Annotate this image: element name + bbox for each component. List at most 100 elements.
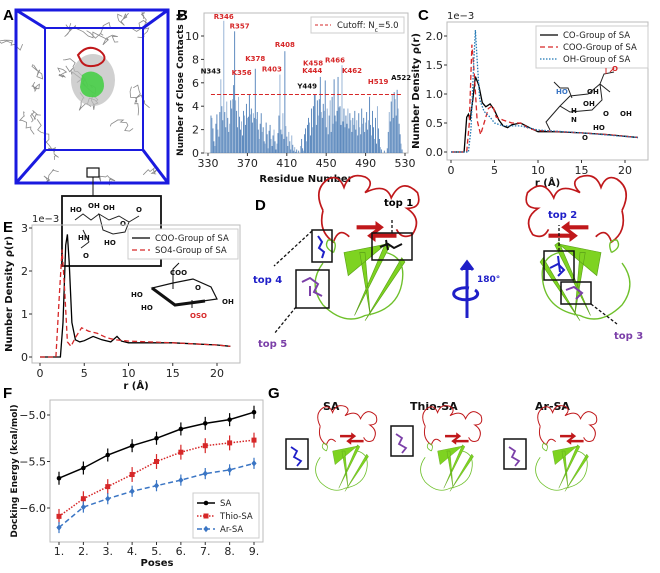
bar (328, 115, 330, 153)
y-tick-label: 1.5 (426, 59, 444, 72)
protein-in-box (71, 46, 115, 106)
ligand-poses (301, 235, 584, 300)
bar (313, 94, 315, 153)
chem-label: OSO (190, 312, 207, 320)
bar (373, 127, 374, 153)
bar (226, 101, 228, 153)
bar (279, 74, 281, 153)
bar (244, 124, 246, 153)
chem-label: OH (583, 100, 595, 108)
pose-box (285, 438, 309, 470)
bar (210, 115, 212, 153)
legend-label: CO-Group of SA (563, 31, 630, 41)
bar (329, 100, 331, 153)
series-line-2 (451, 44, 639, 153)
y-tick-label: 10 (185, 30, 199, 43)
bar (237, 127, 239, 153)
bar (364, 131, 366, 153)
polymer-chain (18, 111, 35, 135)
label-top-1: top 1 (384, 198, 413, 209)
polymer-chain (30, 110, 41, 123)
chem-label: HO (70, 206, 82, 214)
bar (270, 138, 272, 153)
bar (335, 121, 337, 153)
bar (307, 124, 308, 153)
bar (227, 117, 229, 153)
marker-square (154, 459, 159, 464)
x-tick-label: 7. (200, 545, 211, 558)
y-tick-label: 1.0 (426, 88, 444, 101)
bar (289, 141, 291, 153)
bar (317, 115, 319, 153)
marker-square (129, 472, 135, 478)
bar (245, 103, 247, 153)
x-tick-label: 410 (276, 157, 297, 170)
bar (374, 138, 375, 153)
legend-label: Thio-SA (219, 512, 253, 522)
x-tick-label: 1. (54, 545, 65, 558)
bar (398, 123, 400, 153)
marker-diamond (251, 460, 257, 467)
bar (269, 124, 271, 153)
marker-diamond (105, 495, 111, 502)
residue-annotation: R357 (230, 22, 250, 30)
chem-label: COO (170, 269, 187, 277)
y-tick-label: 0.5 (426, 117, 444, 130)
bar (322, 103, 324, 153)
panel-label-a: A (3, 7, 14, 24)
bar (276, 143, 278, 153)
y-tick-label: 3 (21, 222, 28, 235)
protein-coil-green (535, 443, 588, 491)
legend-text-part: Cutoff: N (337, 21, 375, 31)
legend-label: Ar-SA (220, 525, 243, 535)
bar (231, 108, 233, 153)
x-tick-label: 5 (491, 164, 498, 177)
bar (395, 115, 397, 153)
beta-sheet-green (332, 444, 369, 492)
bar (304, 134, 306, 153)
marker-square (203, 513, 209, 519)
legend-label: Cutoff: Nc=5.0 (337, 21, 399, 34)
bar (352, 117, 354, 153)
series-line-1 (451, 76, 639, 153)
bar (275, 149, 277, 153)
x-axis-label: Residue Number (259, 174, 352, 185)
bar (238, 96, 240, 153)
bar (266, 134, 268, 153)
bar (239, 116, 241, 153)
pose-box-top4 (311, 229, 333, 263)
bar (311, 127, 313, 153)
legend-box (127, 228, 239, 260)
simulation-box (0, 8, 170, 196)
bar (216, 114, 218, 153)
bar (236, 110, 238, 153)
bar (213, 141, 215, 153)
residue-annotation: R403 (262, 66, 282, 74)
polymer-chain (57, 67, 68, 78)
beta-sheet-green (552, 444, 589, 492)
bar (214, 145, 216, 153)
marker-point (178, 426, 184, 432)
y-tick-label: 8 (192, 53, 199, 66)
x-tick-label: 20 (210, 367, 224, 380)
bar (387, 131, 389, 153)
bar (344, 127, 346, 153)
bar (230, 100, 232, 153)
bar (366, 112, 368, 153)
bar (274, 141, 276, 153)
bar (331, 96, 333, 153)
bar (212, 128, 214, 153)
bar (362, 123, 364, 153)
bar (260, 113, 262, 153)
polymer-chain (109, 119, 134, 132)
marker-square (202, 443, 208, 449)
bar (273, 129, 275, 153)
bar (301, 138, 303, 153)
panel-label-e: E (3, 219, 13, 236)
panel-label-b: B (177, 7, 188, 24)
bar (321, 117, 323, 153)
x-tick-label: 10 (531, 164, 545, 177)
y-tick-label: 4 (192, 100, 199, 113)
bar (340, 124, 342, 153)
